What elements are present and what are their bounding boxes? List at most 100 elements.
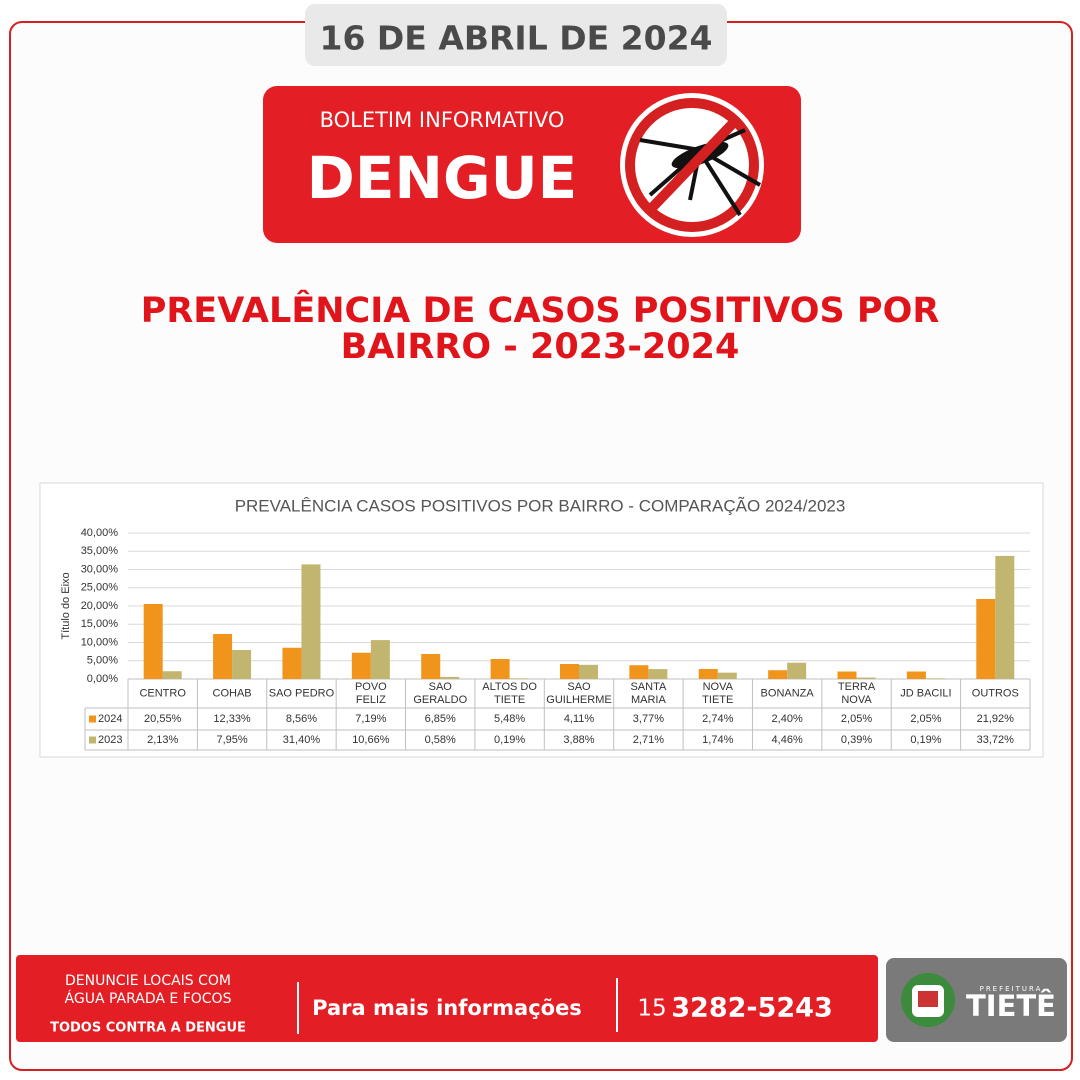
x-tick-label: OUTROS	[972, 687, 1019, 699]
bar	[925, 678, 945, 679]
value-label: 3,77%	[633, 713, 664, 725]
value-label: 0,58%	[425, 734, 456, 746]
value-label: 2,74%	[702, 713, 733, 725]
bar	[143, 603, 163, 679]
x-tick-label: CENTRO	[139, 687, 186, 699]
value-label: 3,88%	[563, 734, 594, 746]
footer-text: DENUNCIE LOCAIS COM	[65, 973, 231, 989]
x-tick-label: SAO GUILHERME	[546, 681, 611, 706]
value-label: 20,55%	[144, 713, 182, 725]
value-label: 0,19%	[494, 734, 525, 746]
value-label: 7,19%	[355, 713, 386, 725]
footer	[16, 955, 878, 1042]
bar	[906, 671, 926, 679]
chart-title: PREVALÊNCIA CASOS POSITIVOS POR BAIRRO -…	[235, 496, 846, 515]
y-tick-label: 10,00%	[81, 636, 119, 648]
x-tick-label: SAO GERALDO	[413, 681, 467, 706]
slogan: TODOS CONTRA A DENGUE	[50, 1021, 246, 1036]
date-tab	[305, 4, 727, 66]
value-label: 4,46%	[772, 734, 803, 746]
value-label: 0,19%	[910, 734, 941, 746]
kicker: BOLETIM INFORMATIVO	[320, 108, 565, 132]
banner-title: DENGUE	[307, 144, 578, 212]
bar	[509, 678, 529, 679]
bar	[421, 653, 441, 679]
y-tick-label: 40,00%	[81, 527, 119, 539]
plot: 0,00% 5,00% 10,00% 15,00% 20,00% 25,00% 30,00%…	[81, 527, 1031, 751]
y-tick-label: 25,00%	[81, 582, 119, 594]
bar	[698, 668, 718, 679]
bar	[213, 633, 233, 679]
logo-name: TIETÊ	[966, 989, 1056, 1023]
y-tick-label: 15,00%	[81, 618, 119, 630]
crest	[901, 973, 955, 1027]
value-label: 5,48%	[494, 713, 525, 725]
footer-text: ÁGUA PARADA E FOCOS	[65, 990, 232, 1007]
y-axis-title: Título do Eixo	[60, 572, 72, 639]
value-label: 0,39%	[841, 734, 872, 746]
value-label: 2,40%	[772, 713, 803, 725]
phone: 3282-5243	[671, 993, 833, 1024]
headline: BAIRRO - 2023-2024	[341, 327, 740, 367]
value-label: 21,92%	[977, 713, 1015, 725]
x-tick-label: NOVA TIETE	[702, 681, 733, 706]
bar	[162, 671, 182, 679]
value-label: 8,56%	[286, 713, 317, 725]
value-label: 2,05%	[910, 713, 941, 725]
bar	[976, 598, 996, 679]
value-label: 7,95%	[216, 734, 247, 746]
phone-prefix: 15	[637, 996, 666, 1022]
x-tick-label: COHAB	[213, 687, 252, 699]
x-tick-label: ALTOS DO TIETE	[482, 681, 537, 706]
bar	[440, 676, 460, 679]
value-label: 33,72%	[977, 734, 1015, 746]
logo-small: PREFEITURA	[980, 985, 1043, 993]
bar	[282, 647, 302, 679]
bar	[768, 670, 788, 679]
bar	[560, 663, 579, 679]
legend-swatch	[89, 736, 96, 744]
y-tick-label: 0,00%	[87, 673, 118, 685]
value-label: 2,05%	[841, 713, 872, 725]
y-tick-label: 35,00%	[81, 545, 119, 557]
value-label: 12,33%	[213, 713, 251, 725]
bar	[787, 662, 807, 679]
legend-label: 2023	[98, 734, 122, 746]
x-tick-label: POVO FELIZ	[355, 681, 387, 706]
bar	[629, 665, 649, 679]
x-tick-label: JD BACILI	[900, 687, 951, 699]
x-tick-label: BONANZA	[761, 687, 815, 699]
value-label: 31,40%	[283, 734, 321, 746]
bar	[232, 649, 252, 679]
bar	[856, 677, 876, 679]
bar	[717, 672, 737, 679]
bar	[995, 555, 1015, 679]
bar	[837, 671, 857, 679]
y-tick-label: 5,00%	[87, 655, 118, 667]
bar	[370, 640, 390, 679]
info: Para mais informações	[312, 996, 582, 1020]
y-tick-label: 20,00%	[81, 600, 119, 612]
legend-swatch	[89, 715, 96, 723]
value-label: 4,11%	[564, 713, 595, 725]
bar	[579, 664, 598, 679]
value-label: 2,71%	[633, 734, 664, 746]
headline: PREVALÊNCIA DE CASOS POSITIVOS POR	[141, 289, 940, 331]
bar	[490, 658, 510, 679]
bar	[351, 652, 371, 679]
x-tick-label: SANTA MARIA	[630, 681, 667, 706]
value-label: 1,74%	[702, 734, 733, 746]
legend-label: 2024	[98, 713, 122, 725]
bar	[301, 564, 321, 679]
bar	[648, 669, 668, 679]
mosquito-icon	[620, 93, 764, 237]
y-tick-label: 30,00%	[81, 563, 119, 575]
x-tick-label: TERRA NOVA	[838, 681, 876, 706]
date: 16 DE ABRIL DE 2024	[319, 19, 712, 58]
value-label: 2,13%	[147, 734, 178, 746]
value-label: 10,66%	[352, 734, 390, 746]
chart-box	[39, 482, 1044, 758]
value-label: 6,85%	[425, 713, 456, 725]
x-tick-label: SAO PEDRO	[269, 687, 335, 699]
